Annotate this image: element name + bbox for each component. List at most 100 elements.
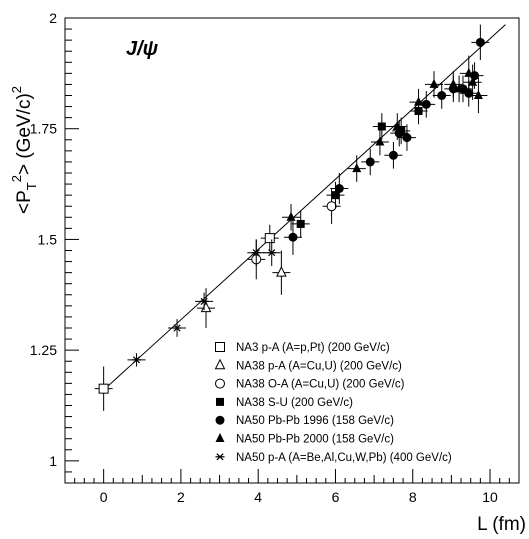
fit-line [103, 24, 506, 391]
data-point [390, 119, 409, 147]
marker-filled-circle [365, 157, 375, 167]
data-point [409, 88, 428, 116]
data-point [370, 128, 389, 156]
data-point [330, 173, 349, 204]
legend-item: NA38 S-U (200 GeV/c) [216, 397, 353, 409]
legend-label: NA38 O-A (A=Cu,U) (200 GeV/c) [236, 379, 405, 391]
marker-filled-square [296, 219, 305, 228]
y-axis-label: <PT2> (GeV/c)2 [9, 86, 39, 214]
marker-open-triangle [276, 266, 287, 277]
y-tick-label: 1.25 [30, 342, 57, 358]
marker-filled-circle [334, 184, 344, 193]
data-point [282, 204, 301, 231]
marker-filled-triangle [414, 96, 424, 106]
data-point [471, 24, 490, 61]
marker-filled-triangle [352, 163, 362, 173]
x-tick-label: 2 [177, 489, 185, 505]
marker-filled-triangle [468, 76, 478, 86]
data-point [388, 113, 407, 140]
data-point [469, 77, 488, 114]
marker-filled-square [377, 122, 386, 131]
fit-line-group [103, 24, 506, 391]
data-point [197, 288, 216, 328]
legend: NA3 p-A (A=p,Pt) (200 GeV/c) NA38 p-A (A=… [214, 342, 452, 464]
legend-item: NA50 p-A (A=Be,Al,Cu,W,Pb) (400 GeV/c) [215, 452, 452, 464]
data-point [272, 250, 291, 295]
marker-filled-circle [388, 150, 398, 160]
data-point [262, 239, 281, 266]
marker-asterisk [267, 249, 277, 257]
data-point [127, 353, 146, 367]
x-tick-label: 10 [482, 489, 498, 505]
marker-filled-triangle [215, 433, 225, 442]
data-point [168, 319, 187, 337]
axes: 0 2 4 6 8 10 1 1.25 1.5 1.75 2 [30, 10, 510, 505]
x-tick-label: 4 [254, 489, 262, 505]
data-point [432, 82, 451, 109]
marker-filled-circle [475, 37, 485, 47]
data-point [94, 366, 113, 411]
marker-open-circle [215, 378, 225, 389]
marker-open-square [98, 383, 109, 394]
x-tick-label: 6 [332, 489, 340, 505]
marker-open-triangle [214, 358, 226, 370]
y-tick-label: 1.5 [38, 231, 58, 247]
x-axis-label: L (fm) [477, 514, 526, 535]
data-point [247, 239, 266, 266]
legend-item: NA38 p-A (A=Cu,U) (200 GeV/c) [214, 358, 402, 372]
y-tick-label: 2 [49, 10, 57, 26]
data-point [361, 148, 380, 176]
legend-label: NA38 p-A (A=Cu,U) (200 GeV/c) [236, 360, 402, 372]
marker-asterisk [199, 297, 209, 306]
data-points [94, 24, 490, 411]
marker-filled-circle [215, 415, 225, 425]
y-tick-label: 1.75 [30, 121, 57, 137]
marker-filled-triangle [286, 211, 296, 221]
marker-filled-square [216, 397, 224, 406]
data-point [283, 219, 302, 255]
legend-label: NA50 Pb-Pb 1996 (158 GeV/c) [236, 415, 394, 427]
marker-filled-triangle [429, 78, 439, 88]
marker-filled-triangle [464, 67, 474, 77]
marker-filled-triangle [392, 121, 402, 130]
marker-asterisk [251, 249, 261, 257]
marker-filled-triangle [448, 78, 458, 88]
marker-filled-circle [421, 99, 431, 109]
data-point [322, 188, 341, 224]
data-point [291, 210, 310, 238]
marker-open-square [215, 342, 225, 352]
legend-item: NA50 Pb-Pb 2000 (158 GeV/c) [215, 433, 394, 446]
legend-label: NA38 S-U (200 GeV/c) [236, 397, 353, 409]
marker-filled-triangle [375, 136, 385, 146]
marker-open-square [264, 233, 275, 244]
data-point [397, 124, 416, 151]
legend-label: NA50 Pb-Pb 2000 (158 GeV/c) [236, 434, 394, 446]
marker-filled-triangle [454, 83, 464, 93]
legend-item: NA38 O-A (A=Cu,U) (200 GeV/c) [215, 378, 405, 391]
y-tick-label: 1 [49, 453, 57, 469]
data-point [424, 71, 443, 98]
marker-asterisk [215, 453, 225, 461]
data-point [450, 75, 469, 103]
legend-item: NA50 Pb-Pb 1996 (158 GeV/c) [215, 415, 394, 427]
marker-asterisk [172, 324, 182, 332]
x-tick-label: 0 [100, 489, 108, 505]
chart-title: J/ψ [126, 38, 159, 60]
legend-label: NA50 p-A (A=Be,Al,Cu,W,Pb) (400 GeV/c) [236, 452, 452, 464]
legend-item: NA3 p-A (A=p,Pt) (200 GeV/c) [215, 342, 390, 354]
data-point [372, 113, 391, 140]
data-point [260, 224, 279, 252]
marker-filled-triangle [473, 90, 483, 99]
data-point [347, 155, 366, 182]
marker-filled-circle [288, 232, 298, 242]
data-point [384, 142, 403, 169]
data-point [195, 292, 214, 311]
svg-text:<PT2> (GeV/c)2: <PT2> (GeV/c)2 [9, 86, 39, 214]
marker-filled-square [331, 191, 340, 200]
marker-open-circle [326, 201, 337, 212]
marker-filled-circle [437, 91, 447, 100]
marker-asterisk [131, 356, 141, 364]
marker-filled-circle [402, 133, 412, 143]
legend-label: NA3 p-A (A=p,Pt) (200 GeV/c) [236, 342, 390, 354]
